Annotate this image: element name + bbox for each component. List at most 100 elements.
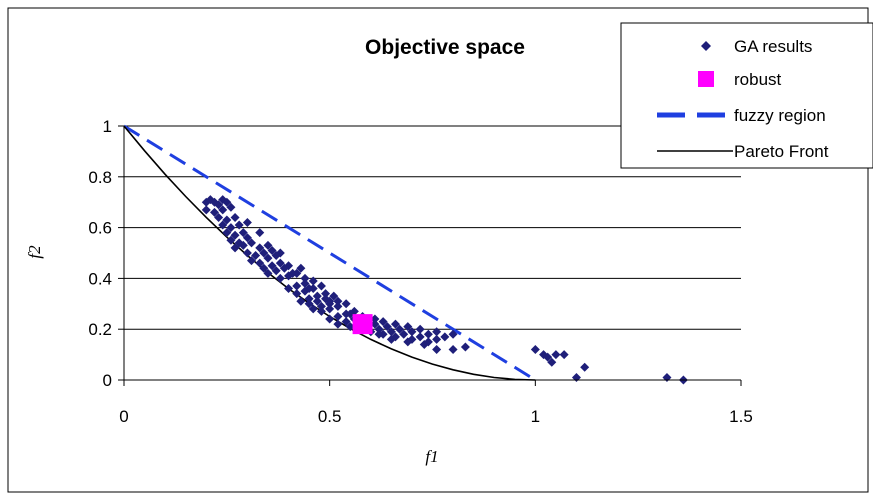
ga-result-point <box>238 240 248 250</box>
ga-result-point <box>275 258 285 268</box>
legend-label-robust: robust <box>734 70 782 89</box>
y-tick-label: 0.6 <box>88 219 112 238</box>
x-tick-label: 0 <box>119 407 128 426</box>
legend-label-ga-results: GA results <box>734 37 812 56</box>
ga-result-point <box>419 339 429 349</box>
chart-title: Objective space <box>365 36 525 59</box>
ga-result-point <box>214 200 224 210</box>
ga-result-point <box>312 296 322 306</box>
ga-result-point <box>242 248 252 258</box>
ga-result-point <box>267 245 277 255</box>
y-tick-label: 0.2 <box>88 320 112 339</box>
ga-result-point <box>292 268 302 278</box>
ga-result-point <box>333 312 343 321</box>
y-tick-label: 0 <box>103 371 112 390</box>
ga-result-point <box>218 220 228 230</box>
ga-result-point <box>423 329 433 339</box>
ga-result-point <box>325 296 335 306</box>
ga-result-point <box>242 233 252 243</box>
ga-result-point <box>415 324 425 334</box>
ga-result-point <box>551 350 561 360</box>
ga-result-point <box>251 251 261 261</box>
ga-result-point <box>432 327 442 337</box>
ga-result-point <box>218 205 228 215</box>
ga-result-point <box>234 220 244 230</box>
ga-result-point <box>374 329 384 339</box>
legend-swatch-robust <box>698 71 714 87</box>
axis-layer: 0 0.2 0.4 0.6 0.8 1 0 0.5 1 1.5 <box>88 117 752 426</box>
ga-result-point <box>448 345 458 355</box>
ga-result-point <box>316 301 326 311</box>
ga-result-point <box>296 296 306 306</box>
ga-result-point <box>271 266 281 276</box>
ga-result-point <box>263 268 273 278</box>
ga-result-point <box>230 212 240 222</box>
ga-result-point <box>222 197 232 207</box>
y-tick-label: 1 <box>103 117 112 136</box>
ga-result-point <box>333 319 343 329</box>
ga-result-point <box>300 273 310 283</box>
ga-result-point <box>432 334 442 344</box>
ga-result-point <box>279 263 289 273</box>
ga-result-point <box>214 212 224 222</box>
ga-result-point <box>247 256 257 266</box>
series-layer <box>123 124 688 385</box>
robust-point <box>352 314 373 335</box>
ga-result-point <box>292 289 302 299</box>
ga-result-point <box>226 235 236 245</box>
ga-result-point <box>321 289 331 299</box>
ga-result-point <box>448 329 458 339</box>
ga-result-point <box>345 309 355 319</box>
ga-result-point <box>308 304 318 314</box>
ga-result-point <box>341 317 351 327</box>
ga-result-point <box>259 263 269 273</box>
ga-result-point <box>292 281 302 291</box>
ga-result-point <box>370 314 380 324</box>
ga-result-point <box>580 362 590 372</box>
ga-result-point <box>304 294 314 304</box>
ga-result-point <box>403 337 413 347</box>
legend-box <box>620 22 873 169</box>
ga-result-point <box>209 207 219 217</box>
ga-result-point <box>395 324 405 334</box>
ga-result-point <box>304 284 314 294</box>
ga-result-point <box>255 258 265 268</box>
legend-label-fuzzy-region: fuzzy region <box>734 106 826 125</box>
ga-result-point <box>370 319 380 329</box>
ga-result-point <box>399 329 409 339</box>
legend-swatch-ga-results <box>701 41 711 51</box>
ga-result-point <box>222 228 232 238</box>
ga-result-point <box>312 291 322 301</box>
ga-result-point <box>530 345 540 355</box>
ga-result-point <box>201 205 211 215</box>
ga-result-point <box>226 202 236 212</box>
ga-result-point <box>432 345 442 355</box>
legend: GA results robust fuzzy region Pareto Fr… <box>620 22 873 169</box>
ga-result-point <box>255 243 265 253</box>
ga-result-point <box>222 215 232 225</box>
ga-result-point <box>460 342 470 352</box>
ga-result-point <box>547 357 557 367</box>
y-tick-label: 0.4 <box>88 269 112 288</box>
ga-result-point <box>259 248 269 258</box>
ga-result-point <box>247 238 257 248</box>
ga-result-point <box>284 271 294 281</box>
x-tick-label: 1 <box>531 407 540 426</box>
ga-result-point <box>304 299 314 309</box>
ga-result-point <box>386 327 396 337</box>
ga-result-point <box>316 306 326 316</box>
ga-result-point <box>284 284 294 294</box>
ga-result-point <box>267 261 277 271</box>
ga-result-point <box>440 332 450 342</box>
ga-result-point <box>275 273 285 283</box>
ga-result-point <box>407 327 417 337</box>
ga-result-point <box>345 322 355 332</box>
ga-result-point <box>263 240 273 250</box>
ga-result-point <box>300 278 310 288</box>
ga-result-point <box>374 324 384 334</box>
ga-result-point <box>333 301 343 311</box>
legend-swatches <box>657 41 733 152</box>
ga-result-point <box>316 281 326 291</box>
y-tick-label: 0.8 <box>88 168 112 187</box>
